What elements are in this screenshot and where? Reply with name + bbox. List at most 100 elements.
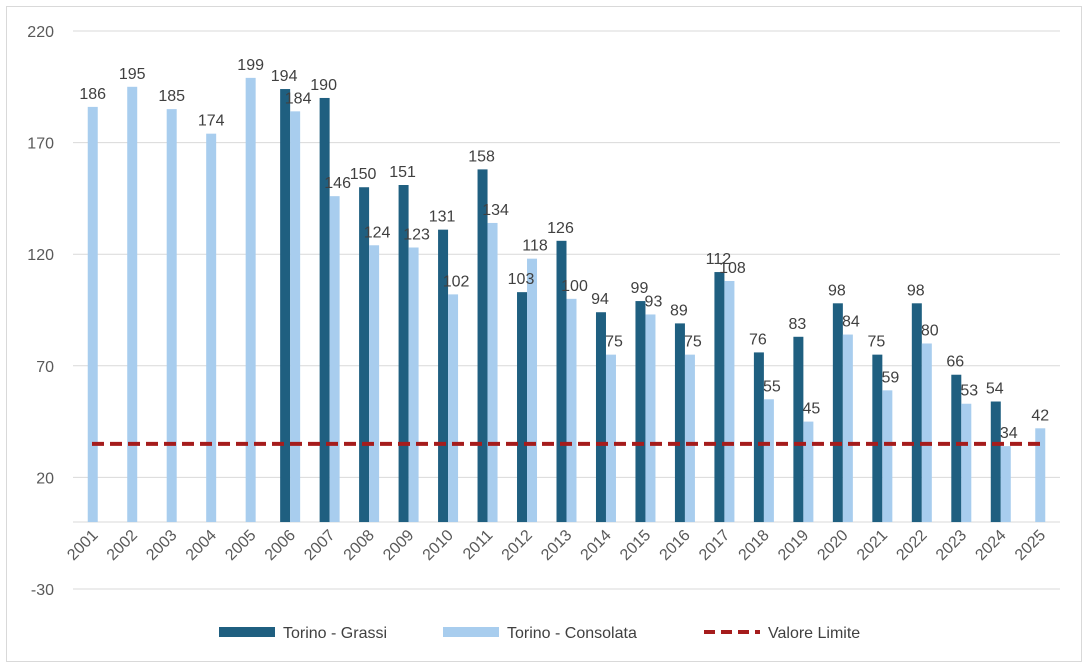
bar-grassi xyxy=(753,352,764,523)
bars xyxy=(87,77,1046,523)
bar-consolata xyxy=(87,106,98,523)
bar-consolata xyxy=(961,403,972,523)
x-tick-label: 2014 xyxy=(578,527,615,564)
bar-consolata xyxy=(763,399,774,523)
bar-grassi xyxy=(398,185,409,523)
data-label-consolata: 146 xyxy=(324,175,351,192)
x-tick-label: 2008 xyxy=(341,527,378,564)
y-tick-label: 70 xyxy=(36,359,54,376)
bar-consolata xyxy=(882,390,893,523)
data-label-grassi: 89 xyxy=(670,302,688,319)
bar-consolata xyxy=(369,245,380,523)
data-label-grassi: 98 xyxy=(907,282,925,299)
bar-grassi xyxy=(595,312,606,523)
legend: Torino - Grassi Torino - Consolata Valore … xyxy=(219,625,860,642)
data-label-grassi: 194 xyxy=(271,68,298,85)
x-tick-label: 2020 xyxy=(814,527,851,564)
legend-swatch-grassi xyxy=(219,627,275,637)
x-tick-label: 2001 xyxy=(64,527,101,564)
bar-consolata xyxy=(206,133,217,523)
x-tick-label: 2017 xyxy=(696,527,733,564)
data-label-grassi: 83 xyxy=(788,316,806,333)
bar-consolata xyxy=(842,334,853,523)
data-label-consolata: 102 xyxy=(443,273,470,290)
data-label-grassi: 151 xyxy=(389,164,416,181)
bar-grassi xyxy=(635,301,646,523)
x-tick-label: 2002 xyxy=(104,527,141,564)
x-tick-label: 2004 xyxy=(183,527,220,564)
bar-consolata xyxy=(645,314,656,523)
bar-consolata xyxy=(1000,446,1011,523)
x-tick-label: 2007 xyxy=(301,527,338,564)
x-axis-ticks: 2001 2002 2003 2004 2005 2006 2007 2008 2009 2010… xyxy=(64,527,1049,564)
bar-consolata xyxy=(408,247,419,523)
bar-grassi xyxy=(280,89,291,523)
bar-grassi xyxy=(714,272,725,523)
data-label-grassi: 158 xyxy=(468,148,495,165)
x-tick-label: 2024 xyxy=(972,527,1009,564)
data-label-consolata: 59 xyxy=(881,369,899,386)
data-label-consolata: 134 xyxy=(482,202,509,219)
data-label-consolata: 53 xyxy=(960,383,978,400)
x-tick-label: 2021 xyxy=(854,527,891,564)
gridlines xyxy=(73,30,1060,590)
x-tick-label: 2005 xyxy=(222,527,259,564)
data-label-consolata: 34 xyxy=(1000,425,1018,442)
data-label-grassi: 75 xyxy=(867,334,885,351)
data-label-consolata: 184 xyxy=(285,90,312,107)
legend-swatch-consolata xyxy=(443,627,499,637)
data-label-consolata: 199 xyxy=(237,57,264,74)
bar-grassi xyxy=(556,240,567,523)
legend-label-consolata: Torino - Consolata xyxy=(507,625,637,642)
y-tick-label: 170 xyxy=(27,136,54,153)
data-label-grassi: 150 xyxy=(350,166,377,183)
legend-label-valore-limite: Valore Limite xyxy=(768,625,860,642)
bar-grassi xyxy=(319,97,330,523)
bar-consolata xyxy=(566,298,577,523)
data-label-grassi: 66 xyxy=(946,354,964,371)
bar-grassi xyxy=(359,187,370,523)
bar-consolata xyxy=(684,354,695,523)
x-tick-label: 2025 xyxy=(1012,527,1049,564)
bar-grassi xyxy=(477,169,488,523)
bar-consolata xyxy=(245,77,256,523)
data-label-consolata: 174 xyxy=(198,113,225,130)
data-label-grassi: 98 xyxy=(828,282,846,299)
data-label-consolata: 124 xyxy=(364,224,391,241)
data-label-consolata: 75 xyxy=(684,334,702,351)
bar-consolata xyxy=(487,222,498,523)
bar-consolata xyxy=(329,196,340,523)
bar-grassi xyxy=(674,323,685,523)
data-label-consolata: 186 xyxy=(79,86,106,103)
bar-consolata xyxy=(448,294,459,523)
bar-grassi xyxy=(872,354,883,523)
data-label-consolata: 45 xyxy=(802,401,820,418)
data-label-consolata: 123 xyxy=(403,227,430,244)
y-tick-label: -30 xyxy=(31,582,54,599)
bar-grassi xyxy=(990,401,1001,523)
y-tick-label: 20 xyxy=(36,470,54,487)
data-label-consolata: 100 xyxy=(561,278,588,295)
data-label-consolata: 75 xyxy=(605,334,623,351)
data-label-consolata: 93 xyxy=(645,293,663,310)
data-label-consolata: 118 xyxy=(522,238,548,255)
x-tick-label: 2015 xyxy=(617,527,654,564)
legend-label-grassi: Torino - Grassi xyxy=(283,625,387,642)
y-tick-label: 120 xyxy=(27,247,54,264)
data-label-consolata: 84 xyxy=(842,314,860,331)
x-tick-label: 2019 xyxy=(775,527,812,564)
data-label-grassi: 94 xyxy=(591,291,609,308)
bar-consolata xyxy=(1035,428,1046,523)
chart-frame xyxy=(6,6,1082,662)
bar-grassi xyxy=(832,303,843,523)
bar-consolata xyxy=(166,109,177,523)
y-axis-ticks: -30 20 70 120 170 220 xyxy=(27,24,54,599)
data-label-grassi: 103 xyxy=(508,271,535,288)
bar-consolata xyxy=(527,258,538,523)
bar-consolata xyxy=(127,86,138,523)
x-tick-label: 2006 xyxy=(262,527,299,564)
x-tick-label: 2003 xyxy=(143,527,180,564)
data-label-consolata: 108 xyxy=(719,260,746,277)
data-label-grassi: 190 xyxy=(310,77,337,94)
